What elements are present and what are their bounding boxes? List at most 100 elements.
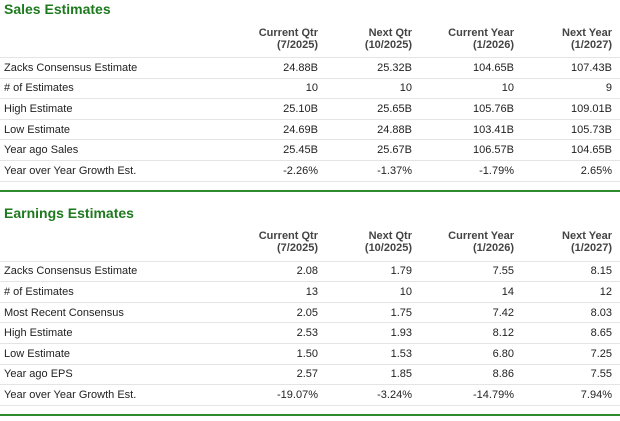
table-cell: 1.50	[296, 347, 318, 360]
table-cell: 106.57B	[473, 144, 514, 157]
column-header-line: Current Qtr	[258, 230, 318, 243]
header-row: Current Qtr (7/2025) Next Qtr (10/2025) Curr…	[0, 20, 620, 58]
table-cell: 25.65B	[377, 102, 412, 115]
table-cell: 8.86	[492, 368, 514, 381]
table-row: Most Recent Consensus 2.05 1.75 7.42 8.03	[0, 303, 620, 324]
row-label: Low Estimate	[4, 123, 71, 136]
table-cell: 105.76B	[473, 102, 514, 115]
estimates-section: Sales Estimates Current Qtr (7/2025) Next Q…	[0, 0, 620, 192]
row-label: Zacks Consensus Estimate	[4, 61, 138, 74]
table-row: High Estimate 25.10B 25.65B 105.76B 109.01B	[0, 99, 620, 120]
table-cell: 24.69B	[283, 123, 318, 136]
table-cell: 25.67B	[377, 144, 412, 157]
table-cell: 7.25	[590, 347, 612, 360]
table-cell: 13	[305, 285, 318, 298]
table-cell: -19.07%	[277, 388, 318, 401]
table-cell: 24.88B	[377, 123, 412, 136]
column-header: Current Year (1/2026)	[412, 230, 514, 254]
row-label: Year over Year Growth Est.	[4, 164, 137, 177]
table-cell: 25.45B	[283, 144, 318, 157]
table-cell: 10	[305, 82, 318, 95]
table-cell: 7.55	[590, 368, 612, 381]
row-label: Most Recent Consensus	[4, 306, 124, 319]
table-cell: 1.75	[390, 306, 412, 319]
table-cell: 7.42	[492, 306, 514, 319]
table-cell: 25.32B	[377, 61, 412, 74]
table-cell: 1.53	[390, 347, 412, 360]
table-cell: 2.05	[296, 306, 318, 319]
table-cell: 7.94%	[580, 388, 612, 401]
row-label: # of Estimates	[4, 82, 74, 95]
table-row: High Estimate 2.53 1.93 8.12 8.65	[0, 323, 620, 344]
estimates-section: Earnings Estimates Current Qtr (7/2025) Nex…	[0, 204, 620, 416]
section-title: Sales Estimates	[4, 1, 111, 17]
table-cell: 2.08	[296, 265, 318, 278]
table-cell: -1.79%	[479, 164, 514, 177]
table-cell: 109.01B	[571, 102, 612, 115]
table-cell: 12	[599, 285, 612, 298]
table-cell: 8.03	[590, 306, 612, 319]
table-cell: 25.10B	[283, 102, 318, 115]
table-cell: 105.73B	[571, 123, 612, 136]
table-row: Year over Year Growth Est. -19.07% -3.24% -…	[0, 385, 620, 406]
column-header: Next Qtr (10/2025)	[318, 230, 412, 254]
table-cell: 8.12	[492, 327, 514, 340]
table-cell: 104.65B	[473, 61, 514, 74]
column-header: Current Qtr (7/2025)	[240, 230, 318, 254]
table-cell: 8.65	[590, 327, 612, 340]
row-label: Low Estimate	[4, 347, 71, 360]
table-cell: 2.53	[296, 327, 318, 340]
column-header-line: (7/2025)	[277, 242, 318, 255]
table-cell: 2.57	[296, 368, 318, 381]
column-header: Next Year (1/2027)	[514, 230, 612, 254]
header-row: Current Qtr (7/2025) Next Qtr (10/2025) Curr…	[0, 224, 620, 262]
column-header: Next Year (1/2027)	[514, 27, 612, 51]
row-label: High Estimate	[4, 327, 73, 340]
table-cell: 24.88B	[283, 61, 318, 74]
table-cell: -1.37%	[377, 164, 412, 177]
row-label: High Estimate	[4, 102, 73, 115]
table-cell: 10	[399, 82, 412, 95]
column-header: Current Year (1/2026)	[412, 27, 514, 51]
table-row: Year ago EPS 2.57 1.85 8.86 7.55	[0, 365, 620, 386]
table-row: Low Estimate 1.50 1.53 6.80 7.25	[0, 344, 620, 365]
table-cell: 1.93	[390, 327, 412, 340]
column-header-line: (1/2027)	[571, 242, 612, 255]
column-header-line: Next Qtr	[368, 26, 412, 39]
table-row: Year ago Sales 25.45B 25.67B 106.57B 104.65B	[0, 140, 620, 161]
column-header-line: Next Year	[562, 26, 612, 39]
row-label: Year ago EPS	[4, 368, 73, 381]
column-header-line: Next Qtr	[368, 230, 412, 243]
column-header-line: Current Year	[448, 230, 514, 243]
table-cell: -14.79%	[473, 388, 514, 401]
table-cell: 10	[399, 285, 412, 298]
table-cell: 104.65B	[571, 144, 612, 157]
column-header-line: (1/2026)	[473, 242, 514, 255]
table-row: Year over Year Growth Est. -2.26% -1.37% -1…	[0, 161, 620, 182]
table-cell: 7.55	[492, 265, 514, 278]
row-label: Zacks Consensus Estimate	[4, 265, 138, 278]
column-header: Current Qtr (7/2025)	[240, 27, 318, 51]
table-cell: 1.79	[390, 265, 412, 278]
column-header-line: (7/2025)	[277, 38, 318, 51]
section-title: Earnings Estimates	[4, 204, 134, 221]
table-cell: 1.85	[390, 368, 412, 381]
table-cell: -3.24%	[377, 388, 412, 401]
table-cell: -2.26%	[283, 164, 318, 177]
table-row: Zacks Consensus Estimate 24.88B 25.32B 104.…	[0, 58, 620, 79]
table-cell: 14	[501, 285, 514, 298]
table-cell: 10	[501, 82, 514, 95]
column-header-line: Next Year	[562, 230, 612, 243]
row-label: Year ago Sales	[4, 144, 79, 157]
column-header-line: Current Qtr	[258, 26, 318, 39]
column-header-line: (10/2025)	[364, 242, 412, 255]
table-row: # of Estimates 10 10 10 9	[0, 79, 620, 100]
row-label: # of Estimates	[4, 285, 74, 298]
column-header-line: (10/2025)	[364, 38, 412, 51]
table-row: # of Estimates 13 10 14 12	[0, 282, 620, 303]
table-cell: 9	[605, 82, 612, 95]
column-header-line: (1/2027)	[571, 38, 612, 51]
column-header-line: (1/2026)	[473, 38, 514, 51]
column-header-line: Current Year	[448, 26, 514, 39]
